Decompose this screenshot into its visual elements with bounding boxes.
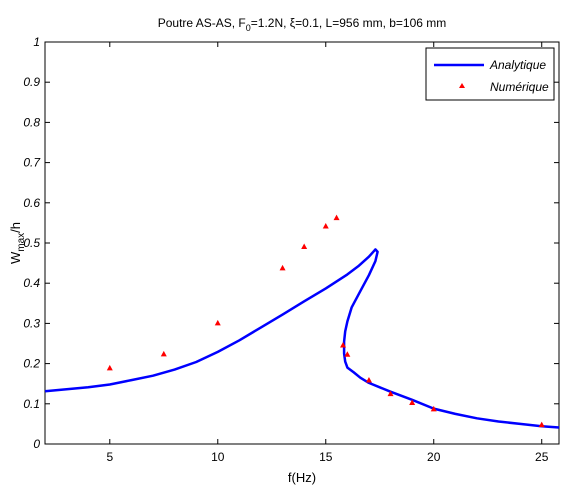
y-tick-label: 0.6 — [23, 196, 40, 210]
y-tick-label: 0.8 — [23, 115, 40, 129]
y-tick-label: 0.3 — [23, 316, 40, 330]
axis-ticks: 5 10 15 20 25 0 0.1 0.2 0.3 0.4 0.5 0.6 0.7 0.8 0.9 1 — [23, 35, 559, 464]
series-analytique-line — [44, 248, 560, 429]
legend-label-analytique: Analytique — [489, 58, 546, 72]
x-tick-label: 5 — [106, 450, 113, 464]
chart-title: Poutre AS-AS, F0=1.2N, ξ=0.1, L=956 mm, … — [158, 16, 447, 33]
series-numerique-point — [214, 319, 221, 326]
series-numerique-point — [333, 214, 340, 221]
y-tick-label: 0.5 — [23, 236, 40, 250]
series-numerique-point — [538, 421, 545, 428]
legend-label-numerique: Numérique — [490, 80, 549, 94]
x-axis-label: f(Hz) — [288, 470, 316, 485]
y-tick-label: 0.4 — [23, 276, 40, 290]
series-numerique-point — [409, 399, 416, 405]
series-numerique-point — [387, 390, 394, 397]
series-numerique-point — [106, 364, 113, 371]
plot-area — [44, 41, 560, 445]
y-tick-label: 0.1 — [23, 397, 40, 411]
legend-marker-sample — [459, 83, 465, 88]
y-tick-label: 0.9 — [23, 75, 40, 89]
y-tick-label: 1 — [33, 35, 40, 49]
series-numerique-point — [365, 376, 372, 383]
series-numerique-point — [301, 243, 308, 250]
series-layer — [44, 214, 560, 429]
y-tick-label: 0 — [33, 437, 40, 451]
series-numerique-point — [160, 350, 167, 357]
x-tick-label: 10 — [211, 450, 225, 464]
y-tick-label: 0.2 — [23, 357, 40, 371]
series-numerique-point — [340, 342, 347, 348]
series-numerique-point — [430, 405, 437, 412]
y-axis-label-subscript: max — [16, 233, 27, 252]
x-tick-label: 20 — [427, 450, 441, 464]
series-numerique-point — [322, 223, 329, 229]
y-axis-label: Wmax/h — [8, 222, 27, 264]
x-tick-label: 15 — [319, 450, 333, 464]
chart-title-subscript: 0 — [246, 23, 251, 33]
series-numerique-point — [279, 264, 286, 271]
series-numerique-point — [344, 351, 351, 357]
x-tick-label: 25 — [535, 450, 549, 464]
legend: Analytique Numérique — [425, 47, 555, 101]
legend-box — [425, 47, 555, 101]
y-tick-label: 0.7 — [23, 156, 41, 170]
